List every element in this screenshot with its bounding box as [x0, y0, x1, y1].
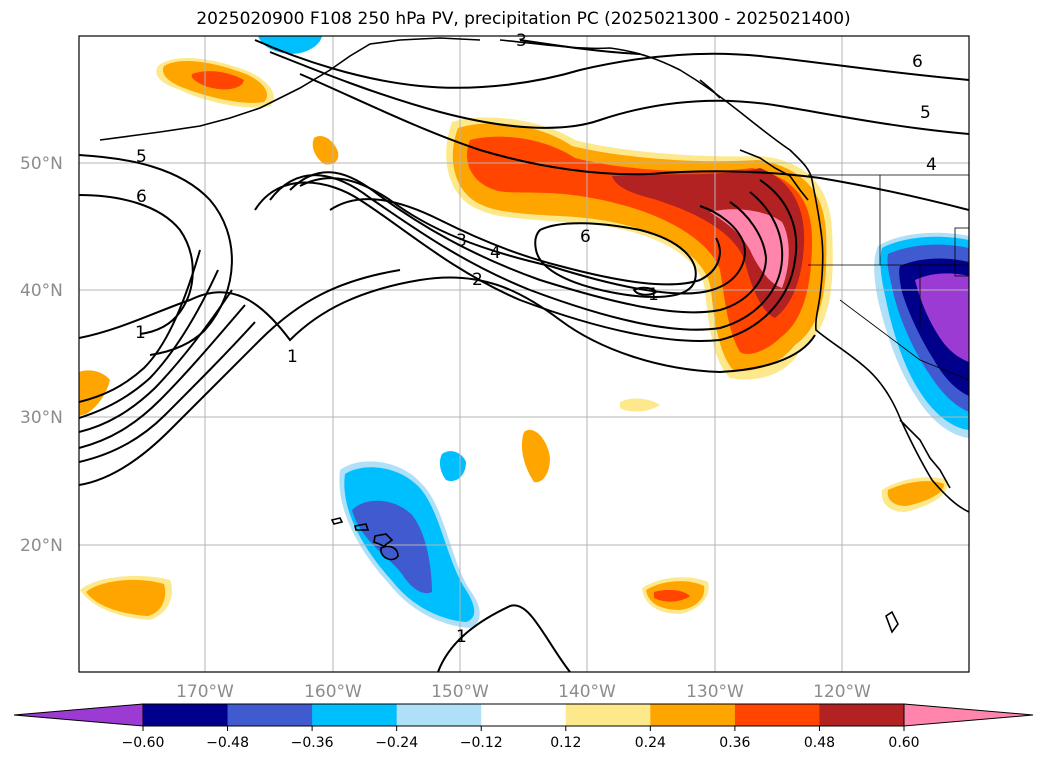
colorbar-tick-label: −0.60 — [122, 735, 165, 751]
pv-label-3-top: 3 — [516, 31, 527, 51]
pv-label-5-left: 5 — [136, 147, 147, 167]
lon-label-120w: 120°W — [813, 682, 871, 702]
pv-label-1-south: 1 — [456, 627, 467, 647]
lat-label-20n: 20°N — [20, 536, 63, 556]
pv-label-6-ne: 6 — [912, 52, 923, 72]
pv-label-4-ne: 4 — [926, 155, 937, 175]
colorbar-extend-low — [13, 703, 144, 727]
colorbar-segment — [312, 704, 398, 726]
lon-label-140w: 140°W — [558, 682, 616, 702]
precip-positive-small-3 — [620, 398, 660, 412]
colorbar-tick-label: 0.24 — [635, 735, 666, 751]
colorbar-tick-label: −0.24 — [375, 735, 418, 751]
longitude-labels: 170°W 160°W 150°W 140°W 130°W 120°W — [176, 682, 871, 702]
lon-label-170w: 170°W — [176, 682, 234, 702]
colorbar: −0.60 −0.48 −0.36 −0.24 −0.12 0.12 0.24 0.36 0.4… — [13, 703, 1034, 751]
colorbar-tick-label: 0.48 — [804, 735, 835, 751]
colorbar-segment — [650, 704, 736, 726]
latitude-labels: 50°N 40°N 30°N 20°N — [20, 154, 63, 556]
pv-label-1-loop: 1 — [648, 285, 659, 305]
precip-positive-small-2 — [521, 429, 550, 483]
precip-negative-small-1 — [439, 451, 466, 482]
colorbar-tick-label: 0.12 — [550, 735, 581, 751]
precip-positive-small-5-o — [86, 579, 166, 616]
colorbar-border — [142, 703, 905, 727]
colorbar-segment — [734, 704, 820, 726]
pv-label-3: 3 — [456, 231, 467, 251]
precip-positive-small-1 — [312, 135, 339, 165]
precip-negative-small-2 — [258, 36, 322, 54]
colorbar-segment — [565, 704, 651, 726]
pv-label-4: 4 — [490, 243, 501, 263]
colorbar-tick-label: 0.60 — [888, 735, 919, 751]
colorbar-tick-label: −0.48 — [206, 735, 249, 751]
lat-label-30n: 30°N — [20, 408, 63, 428]
colorbar-segment — [227, 704, 313, 726]
map-border — [78, 35, 970, 673]
map-content — [79, 36, 969, 672]
chart-title: 2025020900 F108 250 hPa PV, precipitatio… — [196, 9, 851, 29]
pv-contours — [79, 39, 969, 672]
pv-label-6-left: 6 — [136, 187, 147, 207]
colorbar-segment — [481, 704, 567, 726]
colorbar-segment — [396, 704, 482, 726]
lon-label-130w: 130°W — [686, 682, 744, 702]
lat-label-40n: 40°N — [20, 281, 63, 301]
pv-label-1-left: 1 — [135, 323, 146, 343]
colorbar-tick-label: 0.36 — [719, 735, 750, 751]
lon-label-150w: 150°W — [431, 682, 489, 702]
colorbar-tick-label: −0.36 — [291, 735, 334, 751]
pv-label-1-mid: 1 — [287, 347, 298, 367]
precip-positive-small-6 — [79, 370, 110, 416]
colorbar-extend-high — [903, 703, 1034, 727]
colorbar-segment — [143, 704, 229, 726]
lat-label-50n: 50°N — [20, 154, 63, 174]
colorbar-tick-label: −0.12 — [460, 735, 503, 751]
precip-positive-main-darkred — [612, 168, 805, 318]
precip-positive-main-pink — [710, 209, 789, 288]
pv-labels: 5 6 3 4 2 1 6 1 6 5 4 3 1 1 — [135, 31, 937, 647]
lon-label-160w: 160°W — [304, 682, 362, 702]
pv-label-2: 2 — [472, 270, 483, 290]
precip-positive-small-7-o — [887, 481, 944, 506]
precip-positive-small-4-r — [654, 589, 690, 602]
colorbar-segment — [819, 704, 905, 726]
pv-label-6-loop: 6 — [580, 227, 591, 247]
coastlines — [99, 37, 969, 634]
pv-label-5-ne: 5 — [920, 103, 931, 123]
precip-negative-sw-purple — [915, 273, 969, 362]
